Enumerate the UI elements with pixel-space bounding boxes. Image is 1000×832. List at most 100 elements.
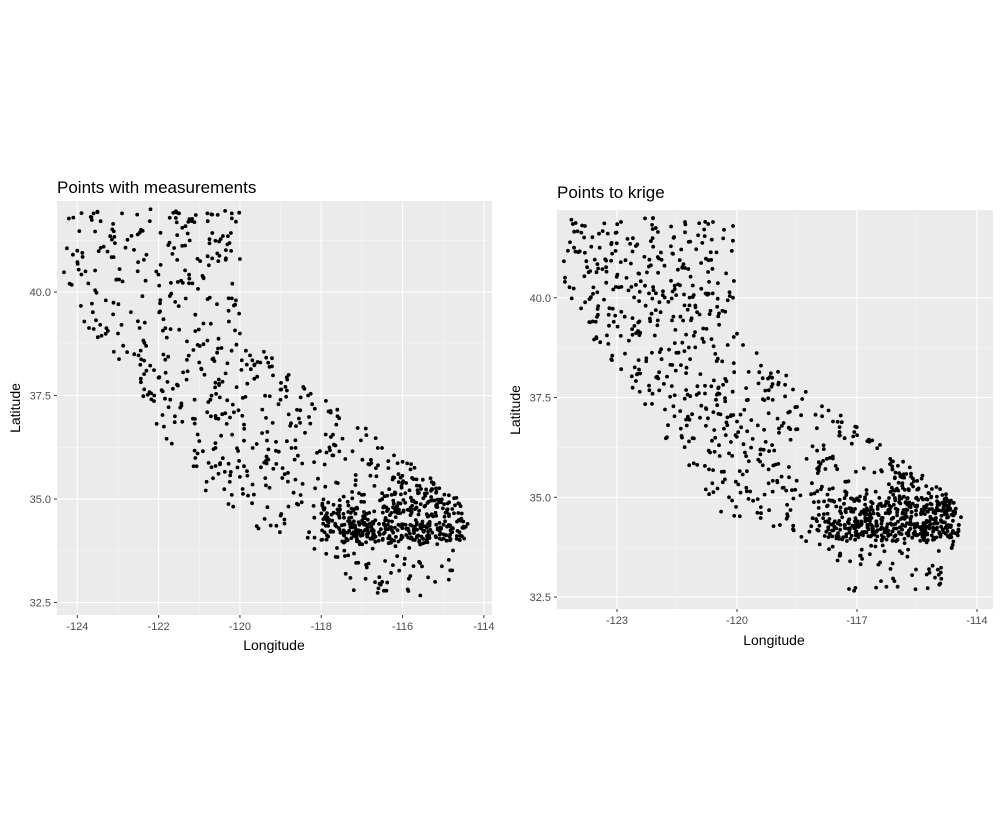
data-point — [441, 522, 446, 527]
data-point — [618, 334, 623, 338]
data-point — [446, 523, 451, 527]
data-point — [234, 298, 238, 303]
data-point — [324, 450, 329, 455]
data-point — [760, 463, 765, 468]
data-point — [213, 464, 218, 468]
data-point — [401, 498, 406, 502]
data-point — [653, 308, 658, 312]
data-point — [820, 484, 824, 489]
data-point — [167, 215, 172, 220]
data-point — [772, 448, 777, 453]
data-point — [723, 399, 728, 404]
data-point — [283, 385, 288, 389]
data-point — [656, 230, 660, 234]
data-point — [341, 494, 346, 499]
data-point — [147, 390, 152, 395]
y-axis-ticks: 32.535.037.540.0 — [530, 293, 557, 604]
data-point — [895, 486, 899, 491]
data-point — [893, 470, 898, 475]
data-point — [369, 457, 373, 462]
data-point — [420, 564, 424, 569]
data-point — [89, 215, 94, 220]
data-point — [775, 416, 780, 421]
data-point — [414, 477, 419, 482]
data-point — [342, 515, 346, 520]
data-point — [687, 417, 692, 422]
data-point — [418, 526, 423, 531]
data-point — [749, 445, 753, 450]
data-point — [302, 386, 307, 391]
data-point — [659, 347, 663, 352]
data-point — [206, 461, 211, 465]
data-point — [910, 535, 915, 540]
data-point — [713, 435, 718, 440]
data-point — [282, 521, 287, 526]
data-point — [636, 271, 641, 276]
data-point — [111, 300, 116, 305]
data-point — [744, 485, 749, 490]
data-point — [570, 222, 575, 226]
data-point — [853, 537, 857, 542]
data-point — [298, 395, 303, 400]
data-point — [168, 397, 173, 402]
data-point — [443, 519, 447, 524]
data-point — [864, 492, 869, 496]
data-point — [197, 439, 202, 443]
data-point — [914, 567, 918, 572]
data-point — [830, 454, 835, 459]
data-point — [154, 269, 159, 274]
data-point — [905, 496, 910, 501]
data-point — [830, 544, 835, 549]
data-point — [827, 517, 832, 521]
data-point — [815, 489, 820, 494]
data-point — [220, 412, 225, 417]
data-point — [222, 487, 227, 492]
data-point — [242, 464, 246, 469]
data-point — [776, 369, 780, 374]
data-point — [407, 576, 411, 581]
data-point — [672, 414, 677, 419]
data-point — [913, 524, 917, 529]
data-point — [157, 283, 162, 288]
data-point — [770, 398, 775, 402]
data-point — [847, 517, 851, 522]
data-point — [157, 375, 162, 380]
data-point — [730, 389, 735, 394]
data-point — [597, 231, 601, 236]
data-point — [429, 480, 434, 484]
data-point — [240, 487, 245, 491]
data-point — [940, 493, 945, 497]
data-point — [323, 484, 328, 489]
data-point — [804, 539, 808, 543]
data-point — [758, 505, 763, 509]
data-point — [293, 438, 298, 443]
data-point — [193, 456, 198, 460]
data-point — [359, 438, 363, 443]
data-point — [914, 508, 918, 513]
data-point — [393, 509, 397, 514]
data-point — [448, 532, 453, 537]
data-point — [933, 575, 937, 580]
data-point — [350, 490, 354, 494]
data-point — [346, 519, 350, 523]
data-point — [903, 511, 908, 516]
data-point — [909, 510, 914, 514]
data-point — [135, 212, 140, 217]
data-point — [686, 414, 690, 419]
data-point — [250, 446, 255, 450]
data-point — [604, 269, 609, 274]
data-point — [672, 341, 677, 345]
data-point — [694, 247, 699, 252]
data-point — [262, 349, 266, 354]
data-point — [915, 503, 920, 508]
data-point — [402, 562, 407, 567]
data-point — [180, 281, 185, 285]
data-point — [378, 498, 382, 503]
data-point — [629, 261, 633, 266]
data-point — [891, 576, 895, 581]
data-point — [187, 272, 192, 277]
data-point — [618, 260, 623, 264]
data-point — [731, 295, 735, 300]
data-point — [341, 512, 346, 516]
